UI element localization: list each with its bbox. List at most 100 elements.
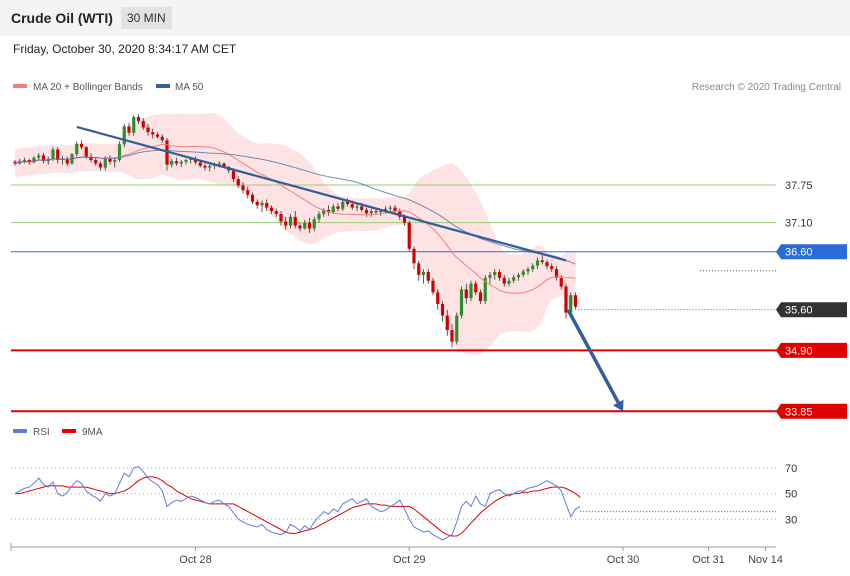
candle bbox=[516, 272, 521, 281]
candle bbox=[269, 205, 274, 214]
rsi-9ma-line bbox=[15, 476, 581, 537]
candle bbox=[393, 205, 397, 214]
candle bbox=[56, 147, 60, 164]
forecast-arrow bbox=[566, 308, 624, 412]
candle bbox=[179, 160, 183, 167]
candle bbox=[108, 155, 112, 165]
legend-label-9ma: 9MA bbox=[82, 427, 103, 438]
candle bbox=[75, 141, 79, 157]
forecast-arrow-shaft bbox=[566, 308, 620, 404]
timeframe-button[interactable]: 30 MIN bbox=[121, 7, 172, 29]
bollinger-band bbox=[15, 113, 576, 355]
candle bbox=[132, 115, 136, 136]
candle bbox=[98, 161, 103, 171]
candle bbox=[155, 132, 160, 139]
level-label-5: 33.85 bbox=[785, 406, 813, 418]
candle bbox=[203, 163, 207, 171]
candle bbox=[236, 176, 240, 188]
candle bbox=[483, 274, 487, 304]
forecast-arrow-head bbox=[612, 399, 624, 412]
level-tag-bg-2 bbox=[776, 244, 847, 260]
level-tag-bg-5 bbox=[776, 403, 847, 419]
candle bbox=[174, 157, 179, 166]
level-tag-3: 35.60 bbox=[776, 302, 847, 318]
legend-swatch-ma20 bbox=[13, 84, 27, 88]
candle bbox=[426, 269, 430, 284]
candle bbox=[41, 153, 46, 164]
candle bbox=[407, 220, 411, 252]
candle bbox=[117, 141, 122, 162]
candle bbox=[322, 208, 326, 217]
candle bbox=[478, 289, 483, 304]
level-label-1: 37.10 bbox=[785, 218, 813, 230]
candle bbox=[521, 269, 525, 278]
level-label-3: 35.60 bbox=[785, 305, 813, 317]
candle bbox=[550, 263, 554, 273]
candle bbox=[540, 254, 544, 265]
legend-label-ma20: MA 20 + Bollinger Bands bbox=[33, 82, 143, 93]
time-axis: Oct 28 Oct 29 Oct 30 Oct 31 Nov 14 bbox=[10, 543, 783, 566]
rsi-line bbox=[14, 466, 581, 541]
legend-label-ma50: MA 50 bbox=[175, 82, 204, 93]
candle bbox=[336, 202, 340, 212]
rsi-tick-label-2: 30 bbox=[785, 514, 797, 526]
candle bbox=[573, 292, 578, 310]
time-tick-label-4: Nov 14 bbox=[748, 554, 783, 566]
candle bbox=[526, 266, 530, 275]
candle bbox=[13, 160, 17, 166]
candle bbox=[113, 157, 117, 168]
candle bbox=[535, 257, 540, 270]
price-panel: 37.75 37.10 36.60 35.60 34.90 33.85 bbox=[11, 113, 847, 419]
candle bbox=[255, 199, 259, 209]
candle bbox=[431, 277, 435, 296]
candle bbox=[436, 289, 440, 310]
candle bbox=[32, 155, 36, 164]
candle bbox=[284, 216, 288, 230]
candle bbox=[151, 128, 155, 139]
candle bbox=[464, 283, 468, 304]
candle bbox=[507, 277, 511, 287]
level-tag-5: 33.85 bbox=[776, 403, 847, 419]
candle bbox=[94, 157, 98, 166]
candle bbox=[184, 158, 188, 165]
candle bbox=[512, 274, 516, 284]
candle bbox=[307, 218, 312, 234]
candle bbox=[559, 274, 563, 290]
candle bbox=[455, 312, 459, 345]
candle bbox=[293, 211, 297, 229]
candle bbox=[193, 156, 198, 165]
candle bbox=[531, 263, 535, 273]
price-legend: MA 20 + Bollinger Bands MA 50 bbox=[13, 82, 204, 93]
candle bbox=[312, 216, 316, 232]
ma50-line bbox=[14, 149, 576, 265]
candle bbox=[564, 283, 568, 319]
candle bbox=[160, 134, 164, 143]
candle bbox=[141, 118, 145, 130]
time-tick-label-1: Oct 29 bbox=[393, 554, 425, 566]
candle bbox=[469, 280, 473, 302]
candle bbox=[445, 309, 449, 336]
candle bbox=[127, 122, 131, 136]
candle bbox=[341, 199, 345, 212]
candle bbox=[355, 204, 359, 212]
credit-text: Research © 2020 Trading Central bbox=[692, 82, 841, 93]
candle bbox=[388, 205, 392, 213]
rsi-tick-label-1: 50 bbox=[785, 489, 797, 501]
candle bbox=[136, 114, 141, 125]
legend-swatch-ma50 bbox=[156, 84, 170, 88]
candle bbox=[37, 153, 41, 160]
candle bbox=[554, 266, 559, 281]
candle bbox=[502, 274, 506, 287]
candle bbox=[22, 157, 27, 164]
candle bbox=[474, 280, 478, 296]
header-bar: Crude Oil (WTI) 30 MIN bbox=[0, 0, 850, 36]
candle bbox=[146, 124, 150, 136]
candle bbox=[493, 269, 497, 280]
candle bbox=[298, 222, 302, 232]
level-tag-bg-4 bbox=[776, 342, 847, 358]
candle bbox=[369, 208, 373, 217]
candle bbox=[497, 269, 502, 281]
candle bbox=[545, 259, 549, 270]
candle bbox=[260, 200, 264, 213]
time-tick-label-0: Oct 28 bbox=[179, 554, 211, 566]
